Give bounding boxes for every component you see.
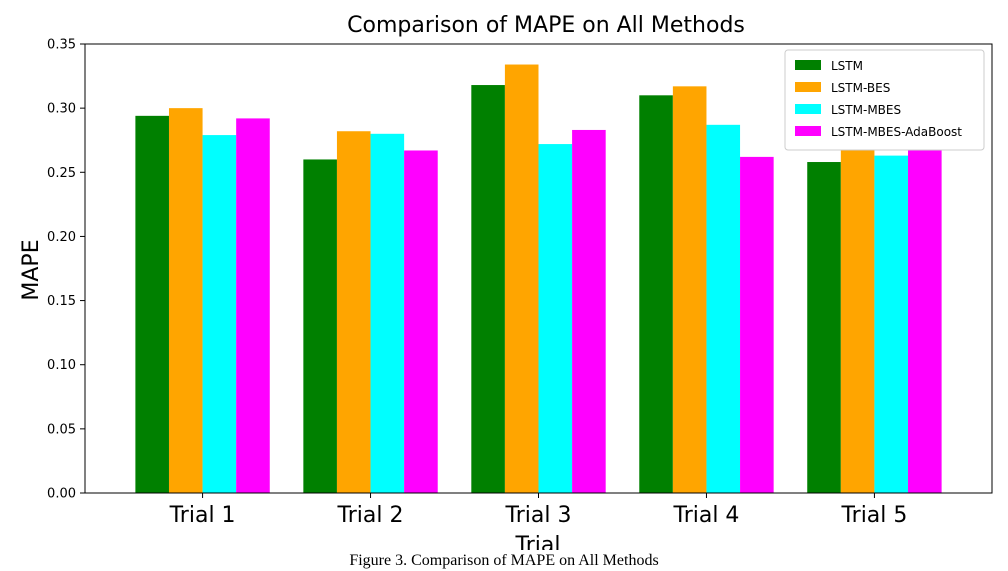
y-tick-label: 0.20 bbox=[47, 230, 76, 245]
x-axis: Trial 1 Trial 2 Trial 3 Trial 4 Trial 5 bbox=[169, 493, 907, 528]
bars-group bbox=[135, 64, 942, 494]
bar-lstm-mbes-adaboost-trial-1 bbox=[236, 118, 270, 494]
bar-lstm-bes-trial-3 bbox=[504, 64, 539, 494]
legend-swatch bbox=[795, 60, 821, 70]
bar-lstm-mbes-trial-3 bbox=[538, 144, 573, 493]
legend-label: LSTM-MBES bbox=[831, 103, 901, 117]
bar-lstm-mbes-adaboost-trial-2 bbox=[404, 150, 438, 493]
plot-frame bbox=[84, 43, 993, 494]
legend-swatch bbox=[795, 126, 821, 136]
bar-lstm-mbes-trial-2 bbox=[370, 133, 405, 494]
bar-lstm-bes-trial-1 bbox=[168, 108, 203, 494]
x-tick-label: Trial 5 bbox=[840, 503, 907, 528]
bar-lstm-mbes-trial-1 bbox=[202, 135, 237, 493]
y-tick-label: 0.25 bbox=[47, 166, 76, 181]
y-tick-label: 0.35 bbox=[47, 38, 76, 53]
bar-chart: Comparison of MAPE on All Methods 0.000.… bbox=[19, 13, 993, 550]
y-tick-label: 0.05 bbox=[47, 422, 76, 437]
x-axis-label: Trial bbox=[515, 533, 561, 550]
chart-title: Comparison of MAPE on All Methods bbox=[347, 13, 745, 38]
bar-lstm-trial-2 bbox=[303, 159, 337, 493]
x-tick-label: Trial 4 bbox=[672, 503, 739, 528]
figure-caption: Figure 3. Comparison of MAPE on All Meth… bbox=[349, 552, 659, 569]
bar-lstm-mbes-trial-5 bbox=[874, 155, 909, 493]
legend-box bbox=[784, 49, 985, 151]
bar-lstm-trial-3 bbox=[471, 85, 505, 494]
legend-label: LSTM-BES bbox=[831, 81, 890, 95]
bar-lstm-bes-trial-2 bbox=[336, 131, 371, 493]
bar-lstm-trial-4 bbox=[639, 95, 673, 494]
x-tick-label: Trial 1 bbox=[169, 503, 236, 528]
bar-lstm-mbes-adaboost-trial-5 bbox=[908, 146, 942, 493]
legend-label: LSTM-MBES-AdaBoost bbox=[831, 125, 962, 139]
bar-lstm-mbes-trial-4 bbox=[706, 124, 741, 493]
legend: LSTM LSTM-BES LSTM-MBES LSTM-MBES-AdaBoost bbox=[784, 49, 985, 151]
y-tick-label: 0.15 bbox=[47, 294, 76, 309]
x-tick-label: Trial 3 bbox=[505, 503, 572, 528]
bar-lstm-trial-1 bbox=[135, 115, 169, 493]
bar-lstm-bes-trial-4 bbox=[672, 86, 707, 493]
bar-lstm-mbes-adaboost-trial-4 bbox=[740, 156, 774, 494]
legend-label: LSTM bbox=[831, 59, 863, 73]
y-tick-label: 0.30 bbox=[47, 102, 76, 117]
x-tick-label: Trial 2 bbox=[337, 503, 404, 528]
y-tick-label: 0.00 bbox=[47, 487, 76, 502]
bar-lstm-trial-5 bbox=[807, 162, 841, 493]
bar-lstm-bes-trial-5 bbox=[840, 150, 875, 493]
legend-swatch bbox=[795, 104, 821, 114]
y-axis: 0.00 0.05 0.10 0.15 0.20 0.25 0.30 0.35 bbox=[47, 38, 85, 502]
y-axis-label: MAPE bbox=[19, 239, 44, 300]
bar-lstm-mbes-adaboost-trial-3 bbox=[572, 129, 606, 494]
legend-swatch bbox=[795, 82, 821, 92]
y-tick-label: 0.10 bbox=[47, 358, 76, 373]
